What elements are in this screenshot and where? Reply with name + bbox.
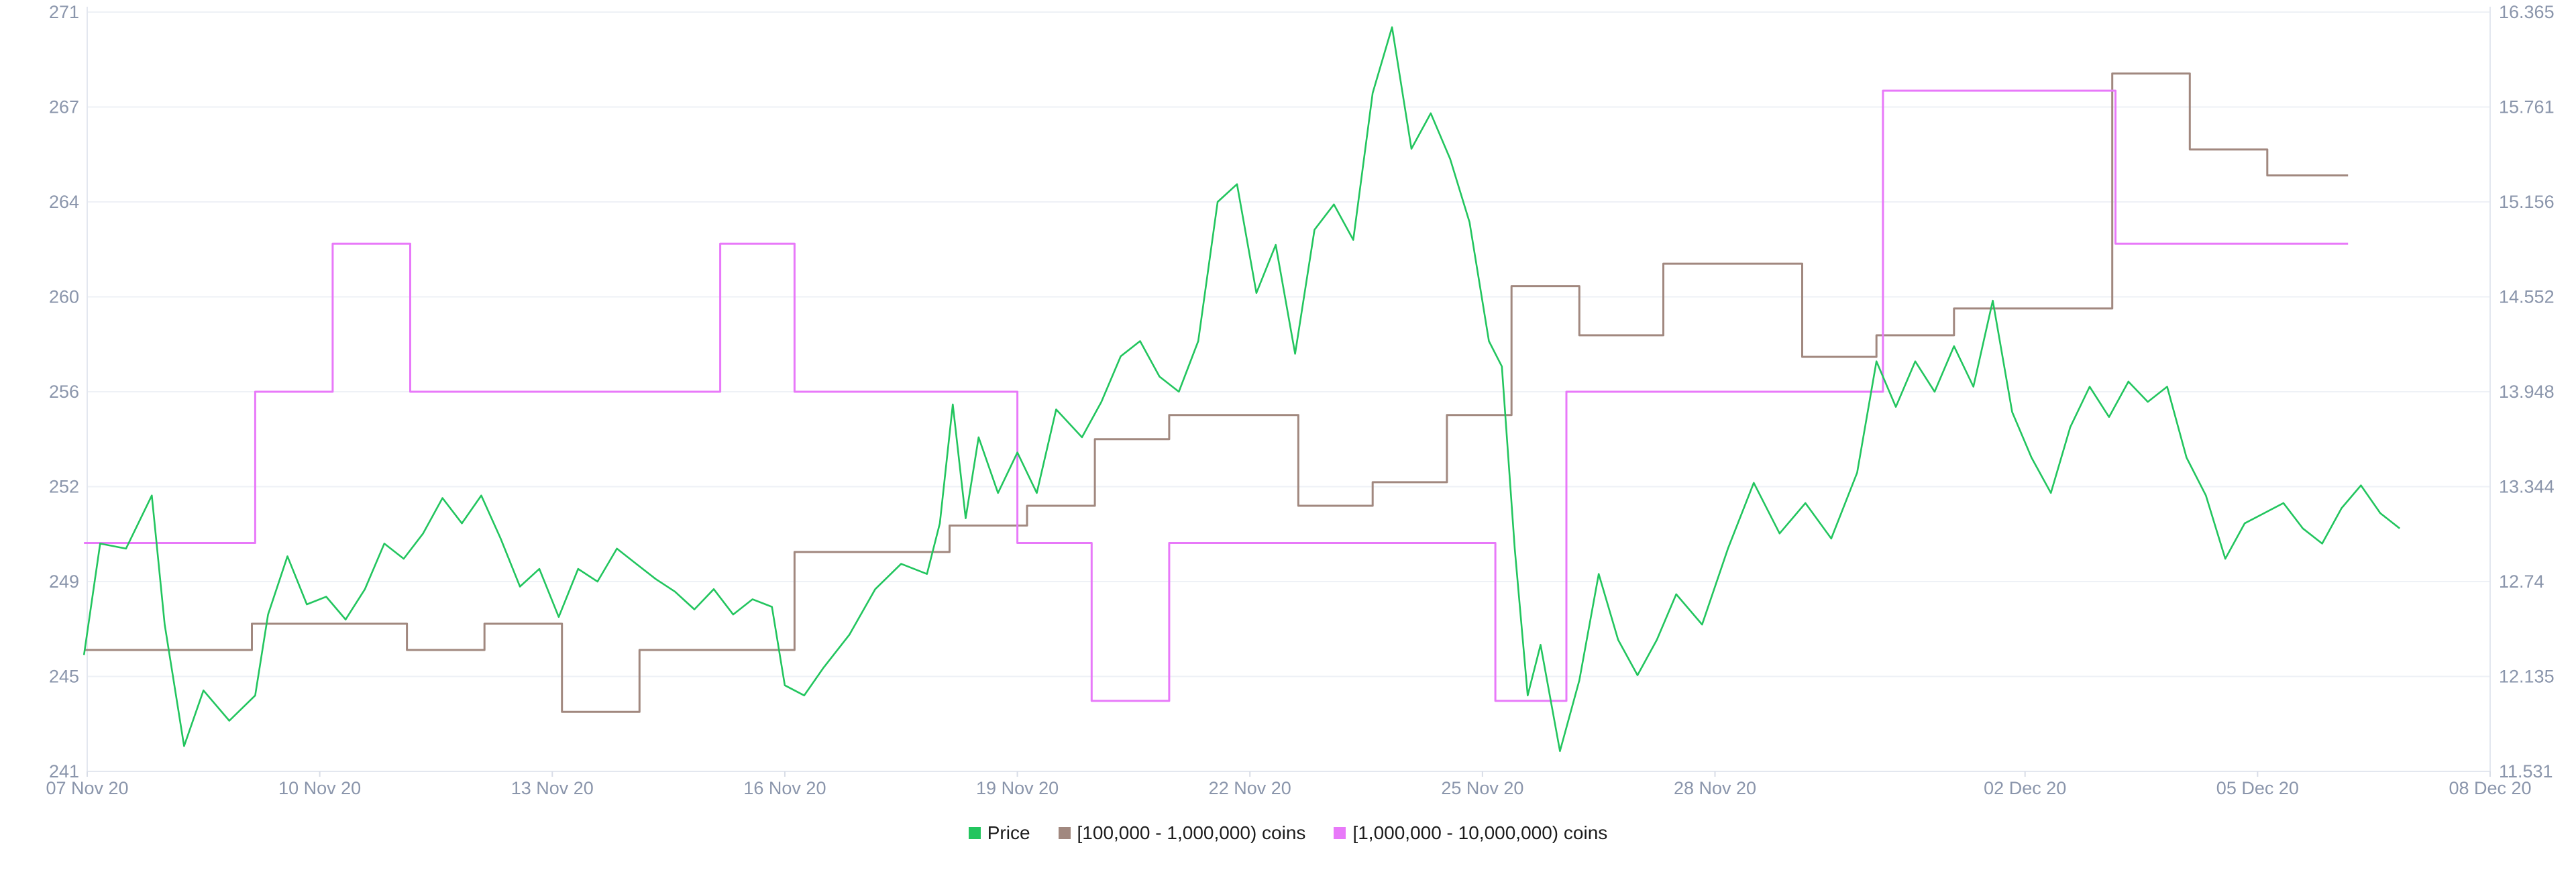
y-left-tick-label: 264 — [49, 192, 79, 212]
y-right-tick-label: 13.948 — [2499, 382, 2555, 402]
series-line-0 — [83, 26, 2401, 753]
axes — [87, 7, 2491, 772]
y-left-tick-label: 245 — [49, 667, 79, 687]
y-right-tick-label: 15.156 — [2499, 192, 2555, 212]
y-left-tick-label: 252 — [49, 477, 79, 497]
legend-label: [1,000,000 - 10,000,000) coins — [1352, 822, 1608, 843]
legend-swatch — [1058, 827, 1071, 839]
x-tick-label: 19 Nov 20 — [976, 778, 1059, 798]
x-tick-label: 05 Dec 20 — [2216, 778, 2299, 798]
x-tick-label: 07 Nov 20 — [46, 778, 128, 798]
series-line-1 — [84, 72, 2349, 713]
x-tick-label: 16 Nov 20 — [743, 778, 826, 798]
legend-swatch — [968, 827, 981, 839]
y-right-tick-label: 16.365 — [2499, 2, 2555, 22]
legend-label: [100,000 - 1,000,000) coins — [1077, 822, 1306, 843]
legend-item-1[interactable]: [100,000 - 1,000,000) coins — [1058, 822, 1306, 844]
y-right-tick-label: 12.74 — [2499, 571, 2544, 592]
x-tick-label: 10 Nov 20 — [278, 778, 361, 798]
x-tick-label: 08 Dec 20 — [2449, 778, 2531, 798]
y-right-tick-label: 12.135 — [2499, 667, 2555, 687]
y-left-tick-label: 256 — [49, 382, 79, 402]
x-tick-label: 28 Nov 20 — [1674, 778, 1756, 798]
legend-item-2[interactable]: [1,000,000 - 10,000,000) coins — [1334, 822, 1607, 844]
y-left-tick-label: 249 — [49, 571, 79, 592]
series-line-2 — [84, 89, 2349, 702]
x-tick-label: 02 Dec 20 — [1984, 778, 2066, 798]
x-tick-label: 13 Nov 20 — [511, 778, 594, 798]
legend-label: Price — [987, 822, 1030, 843]
legend: Price [100,000 - 1,000,000) coins [1,000,0… — [0, 822, 2576, 844]
y-axis-left: 241 245 249 252 256 260 264 267 271 — [49, 2, 79, 781]
x-axis: 07 Nov 20 10 Nov 20 13 Nov 20 16 Nov 20 19 N… — [46, 771, 2532, 798]
y-right-tick-label: 13.344 — [2499, 477, 2555, 497]
legend-item-0[interactable]: Price — [968, 822, 1030, 844]
y-right-tick-label: 14.552 — [2499, 287, 2555, 307]
series-layer — [83, 26, 2401, 753]
y-left-tick-label: 260 — [49, 287, 79, 307]
y-left-tick-label: 267 — [49, 97, 79, 117]
y-right-tick-label: 15.761 — [2499, 97, 2555, 117]
legend-swatch — [1334, 827, 1346, 839]
y-right-tick-label: 11.531 — [2499, 761, 2553, 781]
x-tick-label: 25 Nov 20 — [1441, 778, 1523, 798]
x-tick-label: 22 Nov 20 — [1209, 778, 1291, 798]
y-left-tick-label: 241 — [49, 761, 79, 781]
y-axis-right: 11.531 12.135 12.74 13.344 13.948 14.552 15.15… — [2499, 2, 2555, 781]
y-left-tick-label: 271 — [49, 2, 79, 22]
